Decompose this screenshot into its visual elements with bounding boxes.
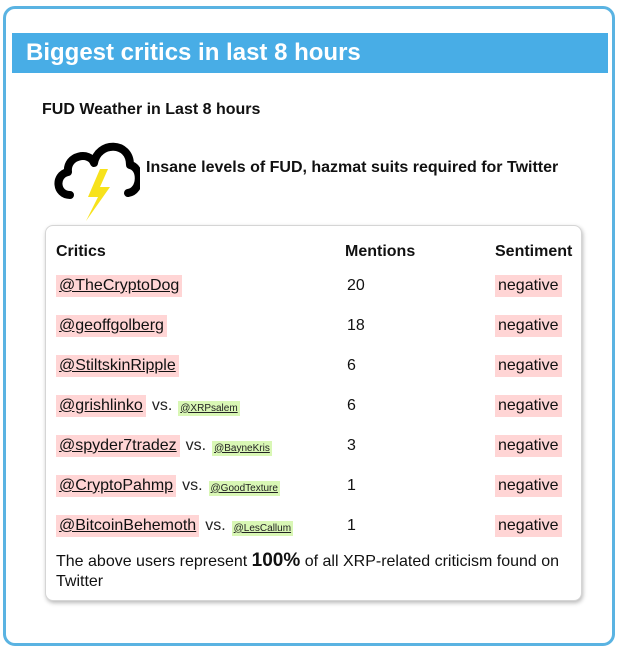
summary-prefix: The above users represent	[56, 553, 252, 570]
storm-cloud-lightning-icon	[54, 142, 140, 221]
mentions-count: 20	[347, 277, 365, 294]
sentiment-badge: negative	[495, 315, 562, 337]
sentiment-badge: negative	[495, 275, 562, 297]
target-handle-link[interactable]: @LesCallum	[231, 520, 294, 536]
mentions-count: 6	[347, 357, 356, 374]
critic-handle-link[interactable]: @StiltskinRipple	[56, 355, 179, 377]
critics-panel: Biggest critics in last 8 hours FUD Weat…	[3, 6, 615, 646]
critic-handle-link[interactable]: @spyder7tradez	[56, 435, 180, 457]
column-header-critics: Critics	[56, 243, 106, 260]
sentiment-badge: negative	[495, 355, 562, 377]
versus-label: vs.	[185, 437, 207, 454]
critic-handle-link[interactable]: @CryptoPahmp	[56, 475, 177, 497]
table-row: @BitcoinBehemoth vs. @LesCallum 1 negati…	[46, 514, 581, 540]
mentions-count: 18	[347, 317, 365, 334]
panel-title: Biggest critics in last 8 hours	[26, 39, 361, 66]
column-header-sentiment: Sentiment	[495, 243, 573, 260]
sentiment-badge: negative	[495, 395, 562, 417]
mentions-count: 3	[347, 437, 356, 454]
critic-handle-link[interactable]: @geoffgolberg	[56, 315, 167, 337]
mentions-count: 6	[347, 397, 356, 414]
target-handle-link[interactable]: @BayneKris	[212, 440, 272, 456]
fud-weather-heading: FUD Weather in Last 8 hours	[42, 101, 261, 118]
target-handle-link[interactable]: @XRPsalem	[178, 400, 240, 416]
table-row: @geoffgolberg 18 negative	[46, 314, 581, 340]
summary-suffix: of all XRP-related criticism found on Tw…	[56, 553, 560, 590]
fud-weather-description: Insane levels of FUD, hazmat suits requi…	[146, 159, 559, 176]
panel-header: Biggest critics in last 8 hours	[12, 33, 608, 73]
table-row: @StiltskinRipple 6 negative	[46, 354, 581, 380]
column-header-mentions: Mentions	[345, 243, 416, 260]
sentiment-badge: negative	[495, 435, 562, 457]
critic-handle-link[interactable]: @TheCryptoDog	[56, 275, 183, 297]
table-row: @grishlinko vs. @XRPsalem 6 negative	[46, 394, 581, 420]
summary-percent: 100%	[251, 550, 301, 571]
criticism-summary: The above users represent 100% of all XR…	[56, 551, 576, 592]
mentions-count: 1	[347, 517, 356, 534]
critic-handle-link[interactable]: @grishlinko	[56, 395, 146, 417]
sentiment-badge: negative	[495, 475, 562, 497]
table-row: @CryptoPahmp vs. @GoodTexture 1 negative	[46, 474, 581, 500]
versus-label: vs.	[182, 477, 203, 494]
critics-table: Critics Mentions Sentiment @TheCryptoDog…	[45, 225, 582, 601]
table-row: @spyder7tradez vs. @BayneKris 3 negative	[46, 434, 581, 460]
mentions-count: 1	[347, 477, 356, 494]
sentiment-badge: negative	[495, 515, 562, 537]
versus-label: vs.	[205, 517, 226, 534]
versus-label: vs.	[151, 397, 173, 414]
critic-handle-link[interactable]: @BitcoinBehemoth	[56, 515, 200, 537]
table-row: @TheCryptoDog 20 negative	[46, 274, 581, 300]
target-handle-link[interactable]: @GoodTexture	[208, 480, 280, 496]
